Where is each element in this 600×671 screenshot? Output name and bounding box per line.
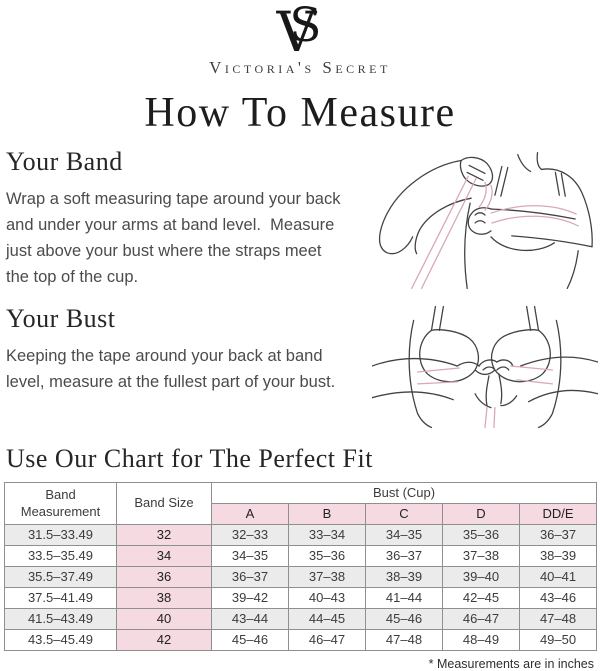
band-section: Your Band Wrap a soft measuring tape aro… — [0, 147, 600, 290]
cup-cell: 42–45 — [442, 587, 520, 609]
bust-heading: Your Bust — [6, 304, 116, 333]
cup-cell: 33–34 — [288, 524, 366, 546]
table-row: 31.5–33.49 32 32–33 33–34 34–35 35–36 36… — [4, 524, 598, 546]
cup-cell: 36–37 — [365, 545, 443, 567]
band-size-cell: 34 — [116, 545, 212, 567]
brand-header: S V Victoria's Secret — [0, 0, 600, 78]
band-heading: Your Band — [6, 147, 123, 176]
cup-cell: 37–38 — [288, 566, 366, 588]
band-size-cell: 40 — [116, 608, 212, 630]
cup-cell: 41–44 — [365, 587, 443, 609]
band-measurement-cell: 31.5–33.49 — [4, 524, 117, 546]
cup-cell: 36–37 — [518, 524, 598, 546]
size-chart-table: Band Measurement Band Size Bust (Cup) A … — [4, 482, 598, 651]
band-size-cell: 42 — [116, 629, 212, 651]
cup-cell: 38–39 — [518, 545, 598, 567]
band-measurement-header: Band Measurement — [4, 482, 117, 525]
band-size-cell: 36 — [116, 566, 212, 588]
cup-cell: 34–35 — [365, 524, 443, 546]
cup-cell: 47–48 — [518, 608, 598, 630]
band-measurement-cell: 43.5–45.49 — [4, 629, 117, 651]
cup-cell: 40–41 — [518, 566, 598, 588]
bust-cup-group-header: Bust (Cup) — [210, 482, 598, 504]
monogram-v: V — [276, 0, 318, 57]
cup-cell: 35–36 — [288, 545, 366, 567]
cup-cell: 40–43 — [288, 587, 366, 609]
cup-cell: 44–45 — [288, 608, 366, 630]
table-header-row: Band Measurement Band Size Bust (Cup) — [4, 482, 598, 525]
band-measurement-cell: 37.5–41.49 — [4, 587, 117, 609]
cup-cell: 43–44 — [211, 608, 289, 630]
band-instructions-line: the top of the cup. — [6, 268, 139, 286]
cup-header-a: A — [211, 503, 289, 525]
table-row: 37.5–41.49 38 39–42 40–43 41–44 42–45 43… — [4, 587, 598, 609]
cup-cell: 48–49 — [442, 629, 520, 651]
cup-cell: 45–46 — [365, 608, 443, 630]
table-row: 35.5–37.49 36 36–37 37–38 38–39 39–40 40… — [4, 566, 598, 588]
chart-heading: Use Our Chart for The Perfect Fit — [6, 444, 373, 473]
bust-instructions-line: level, measure at the fullest part of yo… — [6, 373, 336, 391]
cup-header-c: C — [365, 503, 443, 525]
cup-header-dde: DD/E — [518, 503, 598, 525]
vs-monogram-logo-icon: S V — [0, 0, 600, 57]
cup-cell: 39–40 — [442, 566, 520, 588]
brand-wordmark: Victoria's Secret — [209, 58, 391, 77]
band-measurement-cell: 41.5–43.49 — [4, 608, 117, 630]
table-row: 43.5–45.49 42 45–46 46–47 47–48 48–49 49… — [4, 629, 598, 651]
measurements-footnote: * Measurements are in inches — [428, 657, 594, 671]
band-size-cell: 38 — [116, 587, 212, 609]
bust-instructions: Keeping the tape around your back at ban… — [6, 343, 600, 395]
cup-cell: 39–42 — [211, 587, 289, 609]
bust-instructions-line: Keeping the tape around your back at ban… — [6, 347, 323, 365]
band-size-header: Band Size — [116, 482, 212, 525]
band-measure-illustration — [372, 151, 598, 289]
cup-cell: 38–39 — [365, 566, 443, 588]
band-measurement-cell: 35.5–37.49 — [4, 566, 117, 588]
band-instructions-line: Wrap a soft measuring tape around your b… — [6, 190, 341, 208]
bust-section: Your Bust Keeping the tape around your b… — [0, 304, 600, 428]
band-instructions: Wrap a soft measuring tape around your b… — [6, 186, 600, 290]
cup-cell: 36–37 — [211, 566, 289, 588]
cup-cell: 49–50 — [518, 629, 598, 651]
band-instructions-line: just above your bust where the straps me… — [6, 242, 322, 260]
table-row: 33.5–35.49 34 34–35 35–36 36–37 37–38 38… — [4, 545, 598, 567]
cup-letters-row: A B C D DD/E — [5, 503, 598, 525]
band-measurement-cell: 33.5–35.49 — [4, 545, 117, 567]
cup-cell: 46–47 — [442, 608, 520, 630]
band-instructions-line: and under your arms at band level. Measu… — [6, 216, 335, 234]
band-size-cell: 32 — [116, 524, 212, 546]
monogram-s: S — [289, 0, 321, 53]
cup-cell: 35–36 — [442, 524, 520, 546]
cup-cell: 46–47 — [288, 629, 366, 651]
chart-section: Use Our Chart for The Perfect Fit — [0, 444, 600, 474]
cup-cell: 34–35 — [211, 545, 289, 567]
cup-cell: 37–38 — [442, 545, 520, 567]
page-title: How To Measure — [144, 90, 456, 136]
cup-header-b: B — [288, 503, 366, 525]
bust-measure-illustration — [372, 306, 598, 428]
cup-cell: 45–46 — [211, 629, 289, 651]
cup-cell: 43–46 — [518, 587, 598, 609]
cup-cell: 32–33 — [211, 524, 289, 546]
table-row: 41.5–43.49 40 43–44 44–45 45–46 46–47 47… — [4, 608, 598, 630]
cup-cell: 47–48 — [365, 629, 443, 651]
cup-header-d: D — [442, 503, 520, 525]
